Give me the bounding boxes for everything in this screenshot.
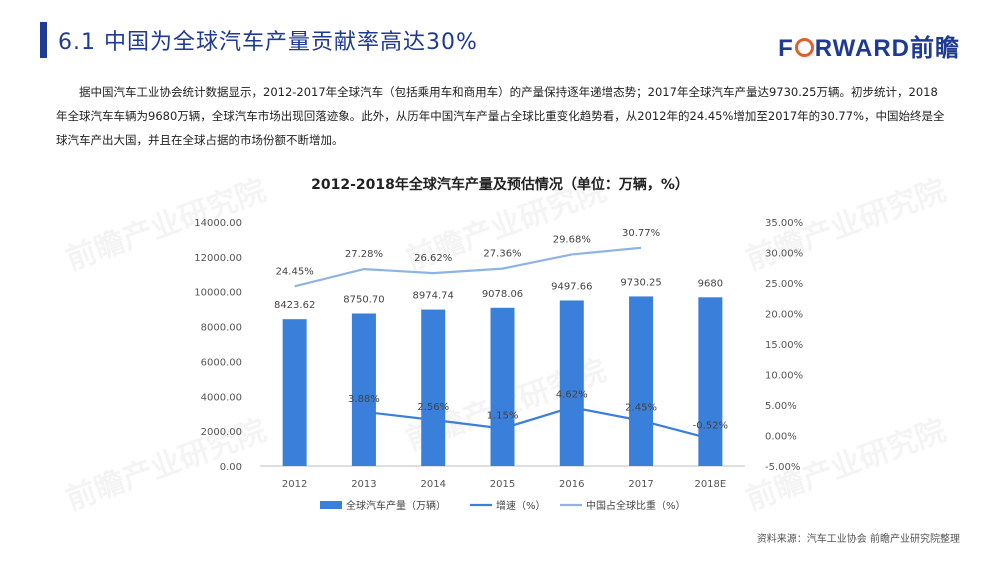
bar bbox=[351, 313, 376, 466]
line-data-label: 24.45% bbox=[276, 266, 314, 277]
y-tick-label: 12000.00 bbox=[194, 253, 242, 264]
line-data-label: 27.28% bbox=[345, 249, 383, 260]
bar bbox=[490, 307, 515, 466]
y2-tick-label: 35.00% bbox=[765, 218, 803, 229]
line-data-label: 26.62% bbox=[414, 253, 452, 264]
intro-paragraph: 据中国汽车工业协会统计数据显示，2012-2017年全球汽车（包括乘用车和商用车… bbox=[56, 85, 945, 147]
bar bbox=[421, 309, 446, 466]
y2-tick-label: 25.00% bbox=[765, 279, 803, 290]
x-tick-label: 2015 bbox=[490, 479, 515, 490]
line-data-label: 29.68% bbox=[553, 234, 591, 245]
line-data-label: 1.15% bbox=[487, 410, 519, 421]
bar bbox=[629, 296, 654, 466]
brand-logo: F RWARD前瞻 bbox=[778, 28, 960, 63]
legend-label: 中国占全球比重（%） bbox=[586, 499, 686, 512]
chart-title: 2012-2018年全球汽车产量及预估情况（单位：万辆，%） bbox=[311, 177, 689, 193]
bar-data-label: 9497.66 bbox=[551, 281, 592, 292]
y2-tick-label: 10.00% bbox=[765, 371, 803, 382]
bar bbox=[698, 297, 723, 466]
y-tick-label: 8000.00 bbox=[201, 323, 242, 334]
legend-label: 增速（%） bbox=[496, 499, 546, 512]
logo-prefix: F bbox=[778, 35, 794, 62]
line-data-label: 4.62% bbox=[556, 389, 588, 400]
y2-tick-label: -5.00% bbox=[765, 462, 800, 473]
y2-tick-label: 30.00% bbox=[765, 249, 803, 260]
legend-swatch bbox=[320, 501, 342, 509]
line-data-label: 2.56% bbox=[417, 402, 449, 413]
line-data-label: 27.36% bbox=[483, 249, 521, 260]
bar bbox=[559, 300, 584, 466]
bar-data-label: 9730.25 bbox=[620, 277, 661, 288]
bar bbox=[282, 319, 307, 466]
series-line bbox=[294, 246, 642, 288]
series-line bbox=[363, 406, 711, 440]
legend-label: 全球汽车产量（万辆） bbox=[346, 499, 446, 512]
y2-tick-label: 0.00% bbox=[765, 432, 797, 443]
line-data-label: 3.88% bbox=[348, 394, 380, 405]
y2-tick-label: 15.00% bbox=[765, 340, 803, 351]
x-tick-label: 2014 bbox=[420, 479, 445, 490]
bar-data-label: 9680 bbox=[698, 278, 723, 289]
x-tick-label: 2018E bbox=[694, 479, 726, 490]
title-accent-bar bbox=[40, 22, 47, 58]
y-tick-label: 2000.00 bbox=[201, 427, 242, 438]
line-data-label: 30.77% bbox=[622, 228, 660, 239]
y-tick-label: 0.00 bbox=[220, 462, 242, 473]
x-tick-label: 2013 bbox=[351, 479, 376, 490]
page-title: 6.1 中国为全球汽车产量贡献率高达30% bbox=[58, 30, 478, 55]
y-tick-label: 6000.00 bbox=[201, 357, 242, 368]
y2-tick-label: 5.00% bbox=[765, 401, 797, 412]
logo-suffix: RWARD前瞻 bbox=[814, 35, 960, 62]
line-data-label: 2.45% bbox=[625, 403, 657, 414]
y-tick-label: 10000.00 bbox=[194, 288, 242, 299]
bar-data-label: 9078.06 bbox=[482, 289, 523, 300]
line-data-label: -0.52% bbox=[693, 421, 728, 432]
y-tick-label: 14000.00 bbox=[194, 218, 242, 229]
source-note: 资料来源：汽车工业协会 前瞻产业研究院整理 bbox=[756, 534, 960, 545]
logo-ring-icon bbox=[794, 38, 814, 57]
y-tick-label: 4000.00 bbox=[201, 392, 242, 403]
x-tick-label: 2016 bbox=[559, 479, 584, 490]
bar-data-label: 8974.74 bbox=[413, 291, 454, 302]
y2-tick-label: 20.00% bbox=[765, 310, 803, 321]
x-tick-label: 2017 bbox=[628, 479, 653, 490]
bar-data-label: 8423.62 bbox=[274, 300, 315, 311]
x-tick-label: 2012 bbox=[282, 479, 307, 490]
bar-data-label: 8750.70 bbox=[343, 294, 384, 305]
